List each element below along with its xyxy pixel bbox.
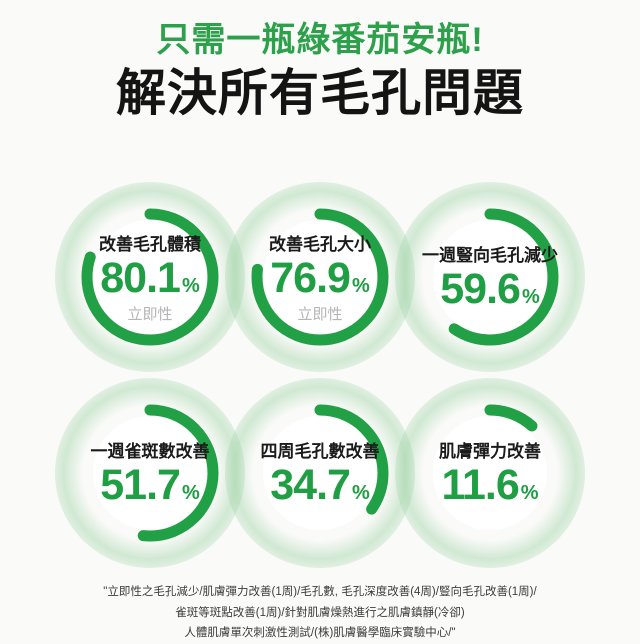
donut-gauge-chart bbox=[81, 404, 219, 542]
stat-label: 一週豎向毛孔減少 bbox=[422, 246, 558, 266]
stat-value: 11.6 % bbox=[441, 463, 538, 508]
percent-sign: % bbox=[181, 275, 200, 298]
donut-gauge-chart bbox=[421, 404, 559, 542]
gauge-inner-disc bbox=[263, 220, 377, 334]
donut-gauge-chart bbox=[251, 404, 389, 542]
stat-number: 51.7 bbox=[100, 461, 181, 510]
footnote-line: "立即性之毛孔減少/肌膚彈力改善(1周)/毛孔數, 毛孔深度改善(4周)/豎向毛… bbox=[103, 586, 537, 598]
stat-text: 改善毛孔大小 76.9 % 立即性 bbox=[235, 202, 405, 352]
stat-card-pore-count: 四周毛孔數改善 34.7 % bbox=[225, 378, 415, 568]
stat-note: 立即性 bbox=[297, 305, 343, 323]
stat-card-elasticity: 肌膚彈力改善 11.6 % bbox=[395, 378, 585, 568]
gauge-inner-disc bbox=[93, 416, 207, 530]
percent-sign: % bbox=[520, 482, 539, 505]
stat-value: 76.9 % bbox=[270, 256, 370, 301]
gauge-inner-disc bbox=[263, 416, 377, 530]
stat-text: 改善毛孔體積 80.1 % 立即性 bbox=[65, 202, 235, 352]
stat-label: 四周毛孔數改善 bbox=[260, 442, 380, 462]
gauge-arc bbox=[251, 404, 389, 542]
gauge-arc bbox=[81, 404, 219, 542]
stat-number: 59.6 bbox=[440, 265, 521, 314]
stat-label: 改善毛孔體積 bbox=[99, 235, 201, 255]
stat-label: 一週雀斑數改善 bbox=[90, 442, 210, 462]
footnote-line: 雀斑等斑點改善(1周)/針對肌膚燥熱進行之肌膚鎮靜(冷卻) bbox=[175, 606, 465, 619]
stat-text: 一週豎向毛孔減少 59.6 % bbox=[405, 202, 575, 352]
footnote-line: 人體肌膚單次刺激性測試/(株)肌膚醫學臨床實驗中心/" bbox=[184, 627, 456, 640]
percent-sign: % bbox=[351, 482, 370, 505]
stat-number: 80.1 bbox=[100, 254, 181, 303]
stat-card-pore-volume: 改善毛孔體積 80.1 % 立即性 bbox=[55, 182, 245, 372]
gauge-arc bbox=[81, 208, 219, 346]
stats-grid: 改善毛孔體積 80.1 % 立即性 改善毛孔大小 76.9 % 立即性 bbox=[0, 182, 640, 568]
stat-value: 34.7 % bbox=[270, 463, 370, 508]
headline-title: 解決所有毛孔問題 bbox=[116, 65, 524, 121]
percent-sign: % bbox=[351, 275, 370, 298]
stat-value: 80.1 % bbox=[100, 256, 200, 301]
gauge-inner-disc bbox=[433, 416, 547, 530]
gauge-arc bbox=[251, 208, 389, 346]
gauge-arc bbox=[421, 208, 559, 346]
gauge-inner-disc bbox=[93, 220, 207, 334]
header: 只需一瓶綠番茄安瓶! 解決所有毛孔問題 bbox=[0, 0, 640, 122]
stat-card-pore-size: 改善毛孔大小 76.9 % 立即性 bbox=[225, 182, 415, 372]
percent-sign: % bbox=[181, 482, 200, 505]
gauge-arc bbox=[421, 404, 559, 542]
stat-number: 11.6 bbox=[441, 461, 519, 510]
stat-note: 立即性 bbox=[127, 305, 173, 323]
stat-value: 51.7 % bbox=[100, 463, 200, 508]
stat-label: 改善毛孔大小 bbox=[269, 235, 371, 255]
stat-text: 一週雀斑數改善 51.7 % bbox=[65, 398, 235, 548]
disclaimer-footnote: "立即性之毛孔減少/肌膚彈力改善(1周)/毛孔數, 毛孔深度改善(4周)/豎向毛… bbox=[0, 582, 640, 644]
stat-number: 76.9 bbox=[270, 254, 351, 303]
stat-number: 34.7 bbox=[270, 461, 351, 510]
stat-card-freckles: 一週雀斑數改善 51.7 % bbox=[55, 378, 245, 568]
gauge-inner-disc bbox=[433, 220, 547, 334]
stat-card-vertical-pores: 一週豎向毛孔減少 59.6 % bbox=[395, 182, 585, 372]
percent-sign: % bbox=[521, 286, 540, 309]
donut-gauge-chart bbox=[251, 208, 389, 346]
stat-label: 肌膚彈力改善 bbox=[439, 442, 541, 462]
donut-gauge-chart bbox=[81, 208, 219, 346]
stat-value: 59.6 % bbox=[440, 267, 540, 312]
stat-text: 肌膚彈力改善 11.6 % bbox=[405, 398, 575, 548]
headline-subtitle: 只需一瓶綠番茄安瓶! bbox=[156, 21, 484, 59]
stat-text: 四周毛孔數改善 34.7 % bbox=[235, 398, 405, 548]
donut-gauge-chart bbox=[421, 208, 559, 346]
